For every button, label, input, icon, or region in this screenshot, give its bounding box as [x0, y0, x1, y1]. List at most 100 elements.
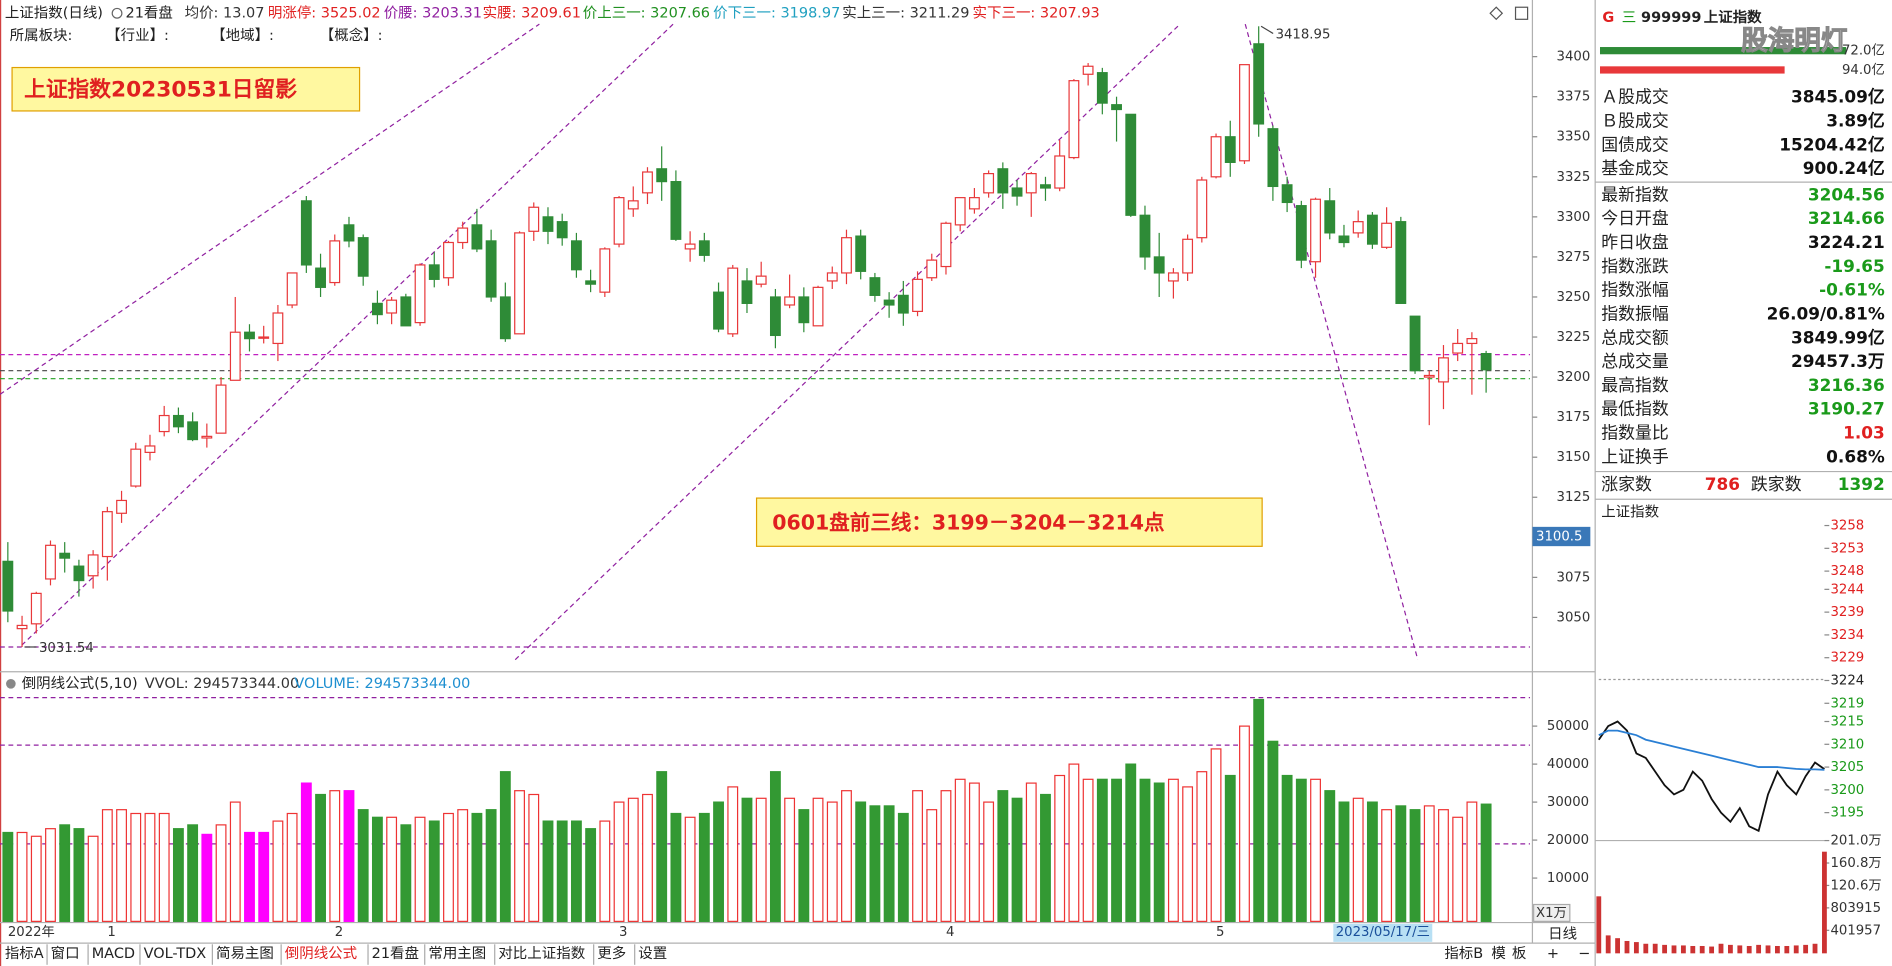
candle-body [144, 445, 156, 453]
volume-bar [1082, 778, 1094, 922]
candle-body [812, 286, 824, 327]
candle-body [1040, 184, 1051, 189]
candle-body [1167, 272, 1179, 282]
sector-link[interactable]: 【行业】: [106, 27, 169, 44]
y-tick-label: 3229 [1830, 651, 1864, 666]
candle-body [1025, 173, 1037, 194]
board-name: 21看盘 [125, 3, 172, 21]
volume-bar [1822, 851, 1827, 954]
volume-bar [87, 835, 99, 922]
candle-body [1310, 198, 1321, 263]
volume-bar [869, 805, 881, 922]
panel-button[interactable]: − [1578, 946, 1590, 962]
volume-bar [1182, 786, 1194, 922]
candle-body [471, 224, 483, 250]
candle-body [329, 240, 341, 284]
candle-body [2, 560, 14, 612]
panel-button[interactable]: 日线 [1548, 926, 1577, 943]
icon[interactable] [6, 678, 16, 689]
volume-bar [1633, 942, 1639, 954]
volume-bar [428, 820, 440, 922]
volume-bar [371, 816, 383, 922]
candle-body [1281, 184, 1293, 204]
candle-body [1153, 256, 1165, 274]
amount: 94.0亿 [1842, 62, 1885, 78]
candle-body [883, 299, 895, 306]
candle-body [1352, 221, 1364, 234]
tab[interactable]: 指标B [1444, 945, 1483, 962]
volume-bar [1011, 797, 1023, 922]
tab[interactable]: VOL-TDX [144, 946, 207, 962]
sector-link[interactable]: 【地域】: [211, 27, 274, 44]
breadth-label: 涨家数 [1601, 474, 1652, 494]
panel-button[interactable]: + [1547, 946, 1559, 962]
volume-bar [1310, 778, 1321, 922]
row-label: 最高指数 [1601, 375, 1669, 395]
candle-body [172, 414, 184, 428]
volume-bar [983, 801, 995, 922]
volume-bar [642, 793, 653, 922]
header-field: 明涨停: 3525.02 [268, 4, 381, 21]
candle-body [87, 554, 99, 577]
volume-bar [485, 809, 497, 922]
sector-link[interactable]: 【概念】: [320, 26, 383, 44]
tab[interactable]: 21看盘 [372, 944, 419, 962]
row-label: 总成交额 [1601, 327, 1669, 347]
y-tick-label: 401957 [1830, 923, 1881, 938]
candle-body [187, 421, 199, 441]
unit-label: X1万 [1536, 906, 1567, 921]
tab[interactable]: 对比上证指数 [498, 945, 585, 962]
volume-bar [229, 801, 241, 922]
y-tick-label: 3239 [1830, 605, 1864, 620]
row-value: -0.61% [1819, 280, 1885, 300]
tab[interactable]: 更多 [597, 945, 626, 962]
candle-body [784, 296, 796, 306]
row-label: Ａ股成交 [1601, 87, 1669, 107]
volume-bar [897, 812, 909, 922]
candle-body [357, 237, 369, 277]
volume-bar [2, 831, 14, 922]
volume-bar [258, 831, 270, 922]
tab[interactable]: 窗口 [51, 944, 80, 962]
flag: G [1602, 10, 1614, 26]
volume-bar [73, 828, 85, 922]
volume-bar [1210, 748, 1222, 922]
volume-bar [1812, 943, 1818, 954]
tab[interactable]: 倒阴线公式 [285, 945, 357, 962]
y-tick-label: 3195 [1830, 806, 1864, 821]
candle-body [826, 272, 838, 282]
tab[interactable]: 指标A [5, 945, 44, 962]
candle-body [769, 296, 781, 337]
volume-bar [1096, 778, 1108, 922]
y-tick-label: 3205 [1830, 760, 1864, 775]
volume-bar [1709, 946, 1715, 954]
sector-link[interactable]: 所属板块: [10, 26, 73, 44]
y-tick-label: 3400 [1557, 50, 1591, 65]
tab[interactable]: 常用主图 [428, 945, 486, 962]
candle-body [798, 296, 810, 324]
candle-body [755, 275, 767, 285]
candle-body [983, 173, 995, 194]
icon[interactable] [1514, 6, 1529, 20]
candle-body [499, 296, 511, 340]
y-tick-label: 3150 [1557, 450, 1591, 465]
icon[interactable] [111, 7, 123, 19]
tab[interactable]: 简易主图 [216, 945, 274, 962]
volume-bar [841, 790, 852, 922]
tab[interactable]: 板 [1512, 944, 1526, 962]
tab[interactable]: 设置 [638, 945, 667, 962]
candle-body [229, 331, 241, 381]
icon[interactable] [1489, 6, 1504, 21]
tab[interactable]: 模 [1491, 945, 1505, 962]
volume-bar [1671, 945, 1677, 954]
candle-body [386, 299, 398, 314]
volume-bar [1662, 944, 1668, 954]
candle-body [613, 197, 625, 245]
volume-bar [59, 824, 71, 922]
row-label: 今日开盘 [1601, 208, 1669, 228]
tab[interactable]: MACD [92, 946, 135, 962]
row-value: -19.65 [1824, 256, 1884, 276]
volume-bar [883, 805, 895, 922]
volume-bar [1153, 782, 1165, 922]
row-value: 3849.99亿 [1791, 327, 1885, 347]
